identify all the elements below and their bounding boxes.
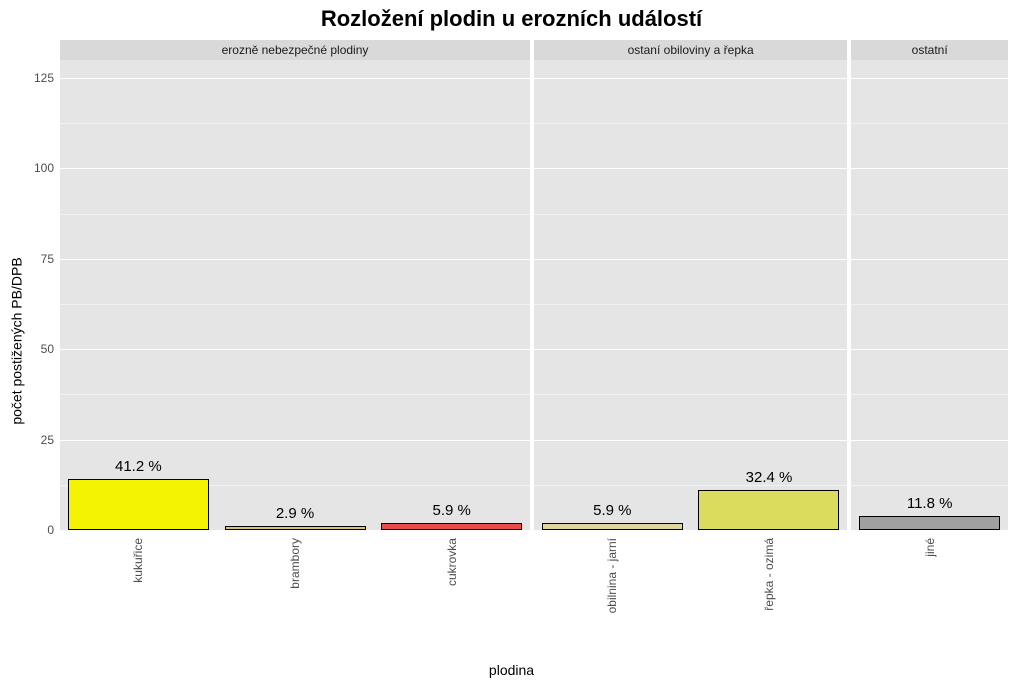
gridline-minor <box>534 214 847 215</box>
bar <box>225 526 366 530</box>
chart-panel: 5.9 %obilnina - jarní32.4 %řepka - ozimá <box>534 60 847 530</box>
gridline <box>851 259 1008 260</box>
y-axis-label: počet postižených PB/DPB <box>8 257 24 424</box>
x-tick-label: jiné <box>923 538 937 557</box>
gridline <box>534 78 847 79</box>
gridline-minor <box>851 214 1008 215</box>
gridline <box>60 440 530 441</box>
bar-value-label: 5.9 % <box>432 502 470 519</box>
facet: ostatní11.8 %jiné <box>851 40 1008 530</box>
chart-container: Rozložení plodin u erozních událostí poč… <box>0 0 1023 682</box>
bar <box>381 523 522 530</box>
gridline <box>534 168 847 169</box>
gridline <box>60 349 530 350</box>
chart-panel: 41.2 %kukuřice2.9 %brambory5.9 %cukrovka… <box>60 60 530 530</box>
bar <box>68 479 209 530</box>
gridline-minor <box>534 394 847 395</box>
gridline <box>534 349 847 350</box>
x-tick-label: řepka - ozimá <box>762 538 776 611</box>
gridline <box>851 349 1008 350</box>
gridline-minor <box>851 304 1008 305</box>
bar-value-label: 11.8 % <box>907 495 953 512</box>
gridline <box>60 168 530 169</box>
gridline-minor <box>60 123 530 124</box>
gridline-minor <box>851 123 1008 124</box>
bar-value-label: 41.2 % <box>115 458 162 475</box>
gridline-minor <box>60 304 530 305</box>
x-tick-label: cukrovka <box>445 538 459 586</box>
gridline <box>60 78 530 79</box>
facet: erozně nebezpečné plodiny41.2 %kukuřice2… <box>60 40 530 530</box>
bar <box>859 516 1000 530</box>
gridline-minor <box>534 304 847 305</box>
chart-panel: 11.8 %jiné <box>851 60 1008 530</box>
y-tick-label: 0 <box>47 523 60 537</box>
gridline <box>534 530 847 531</box>
bar-value-label: 2.9 % <box>276 505 314 522</box>
facet-strip: erozně nebezpečné plodiny <box>60 40 530 60</box>
gridline <box>851 440 1008 441</box>
bar-value-label: 32.4 % <box>746 469 793 486</box>
x-axis-label: plodina <box>0 662 1023 678</box>
gridline <box>60 530 530 531</box>
plot-area: erozně nebezpečné plodiny41.2 %kukuřice2… <box>60 40 1008 530</box>
gridline-minor <box>534 123 847 124</box>
gridline-minor <box>60 394 530 395</box>
bar <box>542 523 683 530</box>
gridline-minor <box>60 214 530 215</box>
facet-strip: ostatní <box>851 40 1008 60</box>
gridline-minor <box>534 485 847 486</box>
gridline-minor <box>851 485 1008 486</box>
facet-strip: ostaní obiloviny a řepka <box>534 40 847 60</box>
bar <box>698 490 839 530</box>
facet: ostaní obiloviny a řepka5.9 %obilnina - … <box>534 40 847 530</box>
gridline <box>851 78 1008 79</box>
gridline <box>534 440 847 441</box>
y-tick-label: 125 <box>34 71 60 85</box>
gridline <box>851 168 1008 169</box>
chart-title: Rozložení plodin u erozních událostí <box>0 6 1023 32</box>
bar-value-label: 5.9 % <box>593 502 631 519</box>
x-tick-label: brambory <box>288 538 302 589</box>
y-tick-label: 25 <box>41 433 60 447</box>
x-tick-label: kukuřice <box>131 538 145 583</box>
y-tick-label: 75 <box>41 252 60 266</box>
x-tick-label: obilnina - jarní <box>605 538 619 613</box>
gridline <box>534 259 847 260</box>
gridline <box>60 259 530 260</box>
y-tick-label: 100 <box>34 161 60 175</box>
gridline-minor <box>851 394 1008 395</box>
y-tick-label: 50 <box>41 342 60 356</box>
gridline <box>851 530 1008 531</box>
